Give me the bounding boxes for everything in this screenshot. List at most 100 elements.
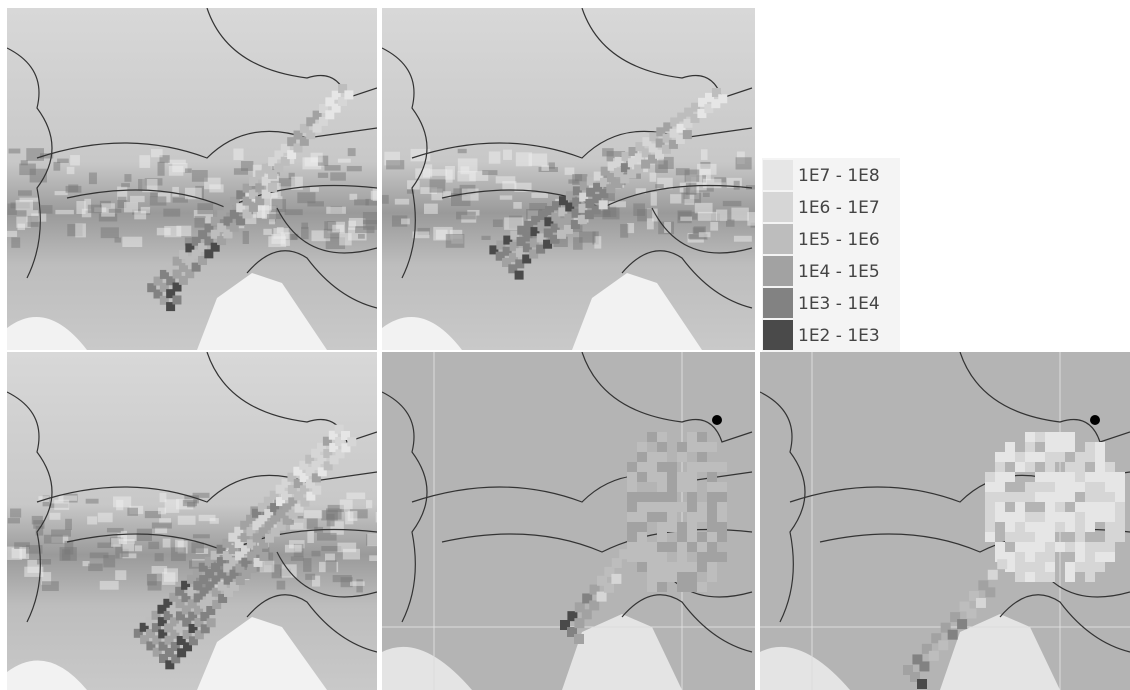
plume-cell [1065,472,1075,482]
plume-cell [707,532,717,542]
plume-cell [1035,472,1045,482]
plume-cell [604,583,614,593]
plume-cell [1065,482,1075,492]
plume-cell [1115,482,1125,492]
relief [183,500,197,506]
map-panel [382,8,755,350]
relief [338,159,351,163]
plume-cell [687,442,697,452]
relief [348,148,356,156]
plume-cell [1095,492,1105,502]
plume-cell [717,492,727,502]
relief [194,216,205,228]
relief [355,226,374,233]
plume-cell [597,592,607,602]
plume-cell [1055,432,1065,442]
plume-cell [611,574,621,584]
relief [462,189,479,201]
plume-cell [1115,502,1125,512]
relief [148,581,162,590]
relief [407,180,420,189]
relief [291,234,298,240]
relief [243,231,249,244]
plume-cell [667,462,677,472]
plume-cell [1075,462,1085,472]
relief [325,165,341,171]
plume-cell [985,587,995,597]
relief [164,226,181,237]
plume-cell [1075,532,1085,542]
plume-cell [677,452,687,462]
plume-cell [1035,522,1045,532]
relief [650,173,657,182]
relief [326,560,337,572]
plume-cell [637,452,647,462]
relief [695,203,713,213]
relief [163,539,171,548]
relief [325,554,335,562]
plume-cell [1045,562,1055,572]
relief [152,523,172,529]
relief [267,214,281,219]
relief [366,500,372,508]
plume-cell [172,295,181,304]
plume-cell [1065,562,1075,572]
plume-cell [1005,472,1015,482]
plume-cell [574,618,584,628]
relief [141,207,150,213]
relief [9,149,21,154]
plume-cell [1045,432,1055,442]
plume-cell [1015,572,1025,582]
legend-label: 1E5 - 1E6 [798,230,880,250]
plume-cell [995,542,1005,552]
plume-cell [1095,502,1105,512]
plume-cell [1105,502,1115,512]
plume-cell [1045,552,1055,562]
plume-cell [667,482,677,492]
relief [89,172,97,184]
plume-cell [1085,502,1095,512]
plume-cell [717,462,727,472]
relief [647,218,654,229]
plume-cell [1095,442,1105,452]
plume-cell [677,442,687,452]
plume-cell [657,502,667,512]
relief [348,511,358,521]
plume-cell [1045,452,1055,462]
relief [317,533,337,541]
plume-cell [995,462,1005,472]
plume-cell [707,552,717,562]
plume-cell [717,552,727,562]
plume-cell [627,522,637,532]
relief [731,208,748,221]
plume-cell [657,432,667,442]
plume-cell [687,572,697,582]
plume-cell [995,502,1005,512]
plume-cell [1015,502,1025,512]
relief [98,513,113,523]
plume-cell [1105,482,1115,492]
plume-cell [1085,492,1095,502]
relief [209,184,223,192]
relief [697,164,716,175]
plume-cell [1065,542,1075,552]
relief [171,547,186,561]
city-marker [712,415,722,425]
plume-cell [1015,552,1025,562]
relief [152,566,168,574]
relief [350,581,365,586]
plume-cell [1005,442,1015,452]
plume-cell [637,552,647,562]
plume-cell [637,492,647,502]
relief [458,149,467,153]
relief [122,237,142,247]
relief [88,564,103,571]
plume-cell [1025,462,1035,472]
plume-cell [707,482,717,492]
relief [513,202,522,209]
relief [57,159,69,163]
relief [460,166,469,174]
plume-cell [1035,452,1045,462]
plume-cell [637,512,647,522]
plume-cell [1075,502,1085,512]
